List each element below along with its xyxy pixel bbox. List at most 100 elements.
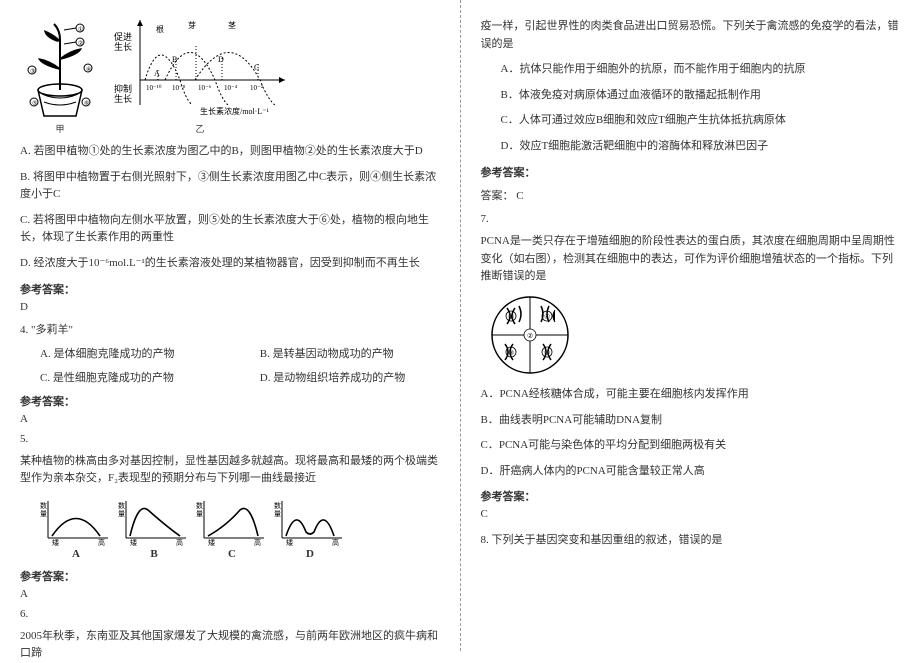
svg-text:C: C	[254, 63, 259, 72]
q7-opt-a: A．PCNA经核糖体合成，可能主要在细胞核内发挥作用	[481, 386, 901, 404]
svg-text:数: 数	[196, 501, 203, 510]
svg-text:数: 数	[118, 501, 125, 510]
svg-text:①: ①	[78, 26, 83, 33]
q3-opt-d: D. 经浓度大于10⁻⁶mol.L⁻¹的生长素溶液处理的某植物器官，因受到抑制而…	[20, 255, 440, 273]
svg-text:芽: 芽	[188, 20, 196, 30]
q4-ans: A	[20, 413, 440, 425]
q5-lbl-b: B	[118, 548, 190, 560]
fig-plant-label: 甲	[20, 122, 100, 135]
svg-text:促进: 促进	[114, 31, 132, 42]
q7-ans: C	[481, 508, 901, 520]
svg-text:A: A	[154, 69, 160, 78]
svg-text:矮: 矮	[52, 538, 59, 546]
q6-ans-label: 答案：	[481, 190, 514, 202]
svg-text:量: 量	[118, 510, 125, 518]
q6-ans: C	[516, 190, 523, 202]
svg-text:②: ②	[527, 332, 533, 340]
q7-text: PCNA是一类只存在于增殖细胞的阶段性表达的蛋白质，其浓度在细胞周期中呈周期性变…	[481, 233, 901, 286]
svg-text:量: 量	[40, 510, 47, 518]
svg-text:数: 数	[40, 501, 47, 510]
q5-fig-c: 数量 矮 高 C	[196, 496, 268, 560]
q4-num: 4. "多莉羊"	[20, 321, 440, 337]
fig-curves: 促进 生长 抑制 生长 根 芽 茎 A B D C	[110, 10, 290, 135]
svg-text:茎: 茎	[228, 20, 236, 30]
svg-text:根: 根	[156, 24, 164, 34]
q4-ans-title: 参考答案：	[20, 393, 440, 409]
fig-curves-label: 乙	[110, 122, 290, 135]
q5-lbl-c: C	[196, 548, 268, 560]
q7-opt-d: D．肝癌病人体内的PCNA可能含量较正常人高	[481, 463, 901, 481]
q5-num: 5.	[20, 433, 440, 445]
q5-fig-a: 数量 矮 高 A	[40, 496, 112, 560]
svg-text:⑤: ⑤	[32, 100, 37, 107]
q6-text: 2005年秋季，东南亚及其他国家爆发了大规模的禽流感，与前两年欧洲地区的疯牛病和…	[20, 628, 440, 663]
x-axis-label: 生长素浓度/mol·L⁻¹	[200, 106, 269, 116]
q6-opt-a: A．抗体只能作用于细胞外的抗原，而不能作用于细胞内的抗原	[481, 61, 901, 79]
q3-ans: D	[20, 301, 440, 313]
svg-text:B: B	[172, 55, 177, 64]
svg-text:量: 量	[196, 510, 203, 518]
svg-text:10⁻¹⁰: 10⁻¹⁰	[146, 84, 162, 92]
q3-opt-c: C. 若将图甲中植物向左侧水平放置，则⑤处的生长素浓度大于⑥处，植物的根向地生长…	[20, 212, 440, 247]
svg-text:矮: 矮	[286, 538, 293, 546]
q6-opt-c: C．人体可通过效应B细胞和效应T细胞产生抗体抵抗病原体	[481, 112, 901, 130]
svg-text:量: 量	[274, 510, 281, 518]
q5-lbl-d: D	[274, 548, 346, 560]
q5-fig-b: 数量 矮 高 B	[118, 496, 190, 560]
q6-ans-row: 答案： C	[481, 188, 901, 206]
q5-ans: A	[20, 588, 440, 600]
svg-text:10⁻⁶: 10⁻⁶	[198, 84, 212, 92]
q7-num: 7.	[481, 213, 901, 225]
svg-text:③: ③	[30, 68, 35, 75]
svg-text:③: ③	[544, 349, 550, 357]
svg-text:矮: 矮	[130, 538, 137, 546]
q3-opt-a: A. 若图甲植物①处的生长素浓度为图乙中的B，则图甲植物②处的生长素浓度大于D	[20, 143, 440, 161]
svg-text:10⁻⁸: 10⁻⁸	[172, 84, 186, 92]
svg-text:生长: 生长	[114, 41, 132, 52]
q8-text: 8. 下列关于基因突变和基因重组的叙述，错误的是	[481, 532, 901, 550]
q6-cont: 疫一样，引起世界性的肉类食品进出口贸易恐慌。下列关于禽流感的免疫学的看法，错误的…	[481, 18, 901, 53]
q6-opt-b: B．体液免疫对病原体通过血液循环的散播起抵制作用	[481, 87, 901, 105]
svg-text:数: 数	[274, 501, 281, 510]
q6-opt-d: D．效应T细胞能激活靶细胞中的溶酶体和释放淋巴因子	[481, 138, 901, 156]
q3-ans-title: 参考答案：	[20, 281, 440, 297]
q3-opt-b: B. 将图甲中植物置于右侧光照射下，③侧生长素浓度用图乙中C表示，则④侧生长素浓…	[20, 169, 440, 204]
fig-plant: ① ② ③ ④ ⑤ ⑥ 甲	[20, 10, 100, 135]
q6-num: 6.	[20, 608, 440, 620]
svg-text:①: ①	[508, 313, 514, 321]
q4-row1: A. 是体细胞克隆成功的产物 B. 是转基因动物成功的产物	[20, 345, 440, 361]
svg-text:③: ③	[508, 349, 514, 357]
q3-figures: ① ② ③ ④ ⑤ ⑥ 甲 促进 生长	[20, 10, 440, 135]
left-column: ① ② ③ ④ ⑤ ⑥ 甲 促进 生长	[0, 0, 460, 651]
svg-text:④: ④	[86, 66, 91, 73]
q4-opt-c: C. 是性细胞克隆成功的产物	[40, 369, 220, 385]
q7-opt-b: B．曲线表明PCNA可能辅助DNA复制	[481, 412, 901, 430]
q4-opt-d: D. 是动物组织培养成功的产物	[260, 369, 440, 385]
svg-text:10⁻⁴: 10⁻⁴	[224, 84, 238, 92]
svg-text:矮: 矮	[208, 538, 215, 546]
q5-ans-title: 参考答案：	[20, 568, 440, 584]
q7-opt-c: C．PCNA可能与染色体的平均分配到细胞两极有关	[481, 437, 901, 455]
q6-ans-title: 参考答案：	[481, 164, 901, 180]
svg-text:生长: 生长	[114, 93, 132, 104]
svg-text:高: 高	[176, 538, 183, 546]
q5-lbl-a: A	[40, 548, 112, 560]
q7-ans-title: 参考答案：	[481, 488, 901, 504]
svg-text:⑥: ⑥	[84, 100, 89, 107]
q5-text: 某种植物的株高由多对基因控制，显性基因越多就越高。现将最高和最矮的两个极端类型作…	[20, 453, 440, 488]
q7-figure: ① ④ ② ③ ③	[485, 294, 901, 376]
svg-text:高: 高	[254, 538, 261, 546]
q4-row2: C. 是性细胞克隆成功的产物 D. 是动物组织培养成功的产物	[20, 369, 440, 385]
q5-fig-d: 数量 矮 高 D	[274, 496, 346, 560]
svg-text:10⁻²: 10⁻²	[250, 84, 263, 92]
q4-opt-a: A. 是体细胞克隆成功的产物	[40, 345, 220, 361]
q4-opt-b: B. 是转基因动物成功的产物	[260, 345, 440, 361]
svg-text:②: ②	[78, 40, 83, 47]
svg-text:④: ④	[544, 313, 550, 321]
svg-text:高: 高	[332, 538, 339, 546]
svg-text:抑制: 抑制	[114, 83, 132, 94]
svg-text:D: D	[218, 55, 224, 64]
svg-text:高: 高	[98, 538, 105, 546]
right-column: 疫一样，引起世界性的肉类食品进出口贸易恐慌。下列关于禽流感的免疫学的看法，错误的…	[461, 0, 920, 651]
q5-figures: 数量 矮高 A 数量 矮高 B 数量 矮高 C	[40, 496, 440, 560]
